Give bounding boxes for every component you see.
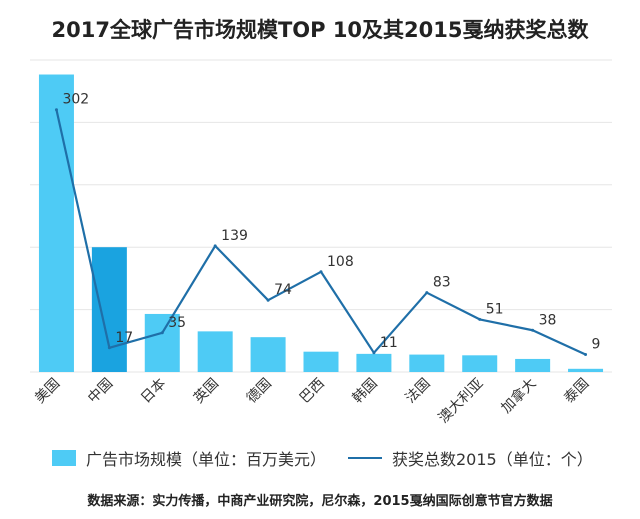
x-tick-label-加拿大: 加拿大 bbox=[498, 375, 540, 417]
line-point-法国 bbox=[425, 291, 429, 295]
x-tick-label-美国: 美国 bbox=[32, 376, 63, 407]
line-point-澳大利亚 bbox=[478, 317, 482, 321]
line-label-泰国: 9 bbox=[592, 336, 601, 352]
line-point-美国 bbox=[54, 108, 58, 112]
legend-item-bars: 广告市场规模（单位：百万美元） bbox=[52, 446, 326, 470]
line-label-英国: 139 bbox=[221, 228, 248, 244]
legend-label-line: 获奖总数2015（单位：个） bbox=[392, 450, 593, 469]
line-point-英国 bbox=[213, 244, 217, 248]
bar-澳大利亚 bbox=[462, 355, 498, 372]
bar-英国 bbox=[197, 331, 233, 372]
x-tick-label-中国: 中国 bbox=[85, 376, 116, 407]
chart-title: 2017全球广告市场规模TOP 10及其2015戛纳获奖总数 bbox=[51, 18, 589, 42]
x-tick-label-英国: 英国 bbox=[190, 375, 222, 407]
bar-加拿大 bbox=[515, 358, 551, 372]
legend-item-line: 获奖总数2015（单位：个） bbox=[348, 446, 593, 470]
legend-bar-swatch bbox=[52, 450, 76, 466]
line-label-法国: 83 bbox=[433, 275, 451, 291]
line-point-日本 bbox=[160, 331, 164, 335]
combo-chart: 302 17 35 139 74 108 11 83 51 38 9 美国 中国 日本 英国 德国 巴西 韩国法… bbox=[30, 59, 612, 427]
bar-series bbox=[38, 74, 604, 372]
line-label-韩国: 11 bbox=[380, 335, 398, 351]
bar-日本 bbox=[144, 313, 180, 372]
grid-lines bbox=[30, 59, 612, 373]
x-tick-label-澳大利亚: 澳大利亚 bbox=[436, 376, 487, 427]
legend-label-bars: 广告市场规模（单位：百万美元） bbox=[86, 450, 327, 469]
line-point-中国 bbox=[107, 346, 111, 350]
line-point-泰国 bbox=[584, 352, 588, 356]
legend: 广告市场规模（单位：百万美元） 获奖总数2015（单位：个） bbox=[0, 446, 640, 476]
line-label-美国: 302 bbox=[62, 92, 89, 108]
line-label-日本: 35 bbox=[168, 315, 186, 331]
line-point-加拿大 bbox=[531, 328, 535, 332]
x-tick-label-日本: 日本 bbox=[138, 376, 169, 407]
legend-line-swatch bbox=[348, 457, 382, 459]
x-tick-label-韩国: 韩国 bbox=[350, 376, 381, 407]
x-tick-label-德国: 德国 bbox=[244, 376, 275, 407]
line-label-澳大利亚: 51 bbox=[486, 301, 504, 317]
bar-美国 bbox=[38, 74, 74, 372]
line-point-韩国 bbox=[372, 351, 376, 355]
bar-法国 bbox=[409, 354, 445, 372]
bar-巴西 bbox=[303, 351, 339, 372]
line-label-加拿大: 38 bbox=[539, 312, 557, 328]
bar-泰国 bbox=[568, 368, 604, 372]
x-tick-label-巴西: 巴西 bbox=[297, 376, 328, 407]
line-data-labels: 302 17 35 139 74 108 11 83 51 38 9 bbox=[62, 92, 600, 353]
line-label-中国: 17 bbox=[115, 330, 133, 346]
bar-韩国 bbox=[356, 353, 392, 372]
line-label-德国: 74 bbox=[274, 282, 292, 298]
line-point-德国 bbox=[266, 298, 270, 302]
line-series bbox=[54, 108, 588, 356]
x-tick-label-泰国: 泰国 bbox=[561, 376, 592, 407]
line-label-巴西: 108 bbox=[327, 254, 354, 270]
bar-德国 bbox=[250, 337, 286, 372]
line-point-巴西 bbox=[319, 270, 323, 274]
source-note: 数据来源：实力传播，中商产业研究院，尼尔森，2015戛纳国际创意节官方数据 bbox=[87, 494, 553, 509]
awards-line bbox=[55, 109, 587, 356]
x-axis-tick-labels: 美国 中国 日本 英国 德国 巴西 韩国 法国 澳大利亚 加拿大 泰国 bbox=[32, 375, 592, 427]
bar-中国 bbox=[91, 247, 127, 372]
x-tick-label-法国: 法国 bbox=[403, 376, 434, 407]
